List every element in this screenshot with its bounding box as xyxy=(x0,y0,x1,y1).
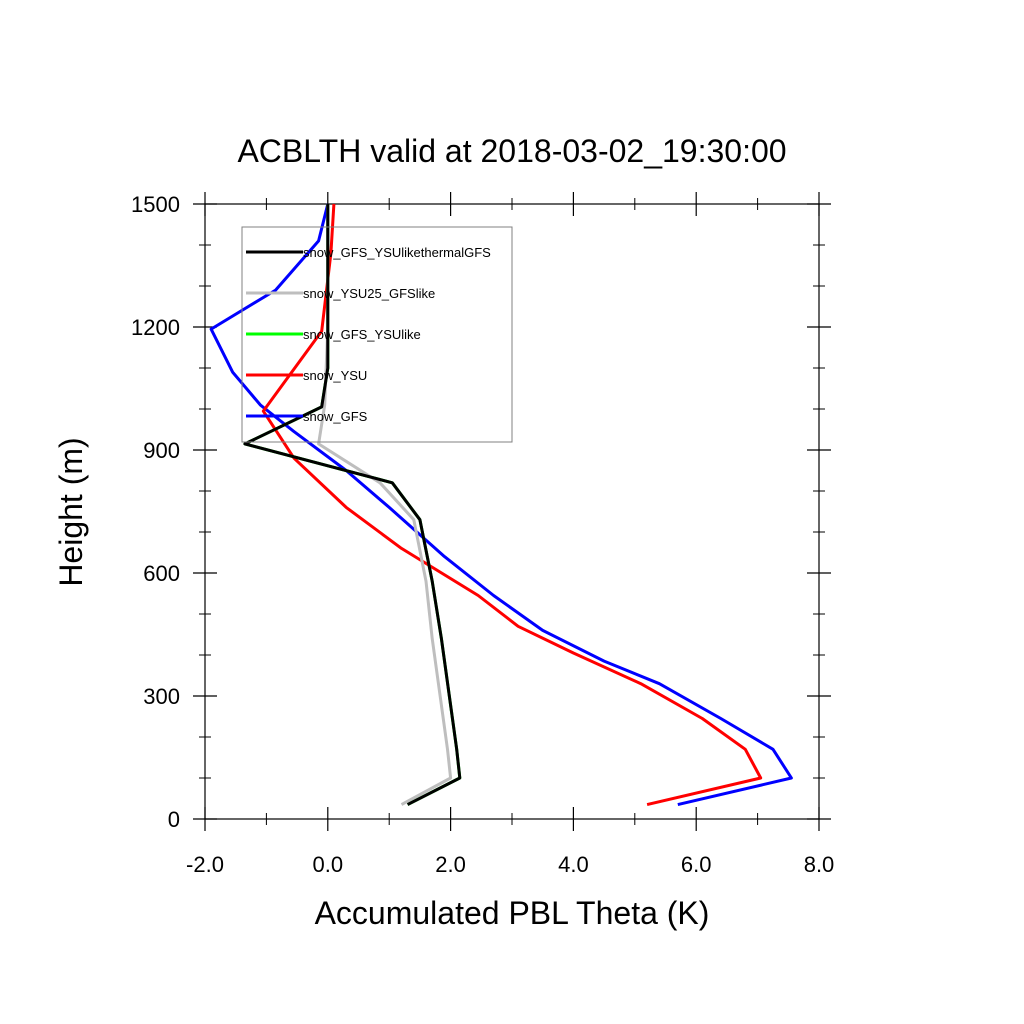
x-tick-label: -2.0 xyxy=(186,852,224,877)
y-tick-label: 900 xyxy=(143,438,180,463)
y-axis-label: Height (m) xyxy=(53,437,89,586)
legend-label: snow_GFS_YSUlike xyxy=(303,327,421,342)
tick-labels: -2.0 0.0 2.0 4.0 6.0 8.0 0 300 600 900 1200 1500 xyxy=(131,192,834,877)
legend-items: snow_GFS_YSUlikethermalGFS snow_YSU25_GFS… xyxy=(246,245,491,424)
x-axis-label: Accumulated PBL Theta (K) xyxy=(315,895,710,931)
legend-label: snow_YSU xyxy=(303,368,367,383)
y-tick-label: 600 xyxy=(143,561,180,586)
legend: snow_GFS_YSUlikethermalGFS snow_YSU25_GFS… xyxy=(241,226,513,443)
series-line-snow_GFS_YSUlikethermalGFS xyxy=(243,204,462,806)
legend-label: snow_GFS xyxy=(303,409,368,424)
y-tick-label: 300 xyxy=(143,684,180,709)
x-tick-label: 8.0 xyxy=(804,852,835,877)
series-line-snow_YSU xyxy=(261,203,763,807)
x-tick-label: 0.0 xyxy=(313,852,344,877)
legend-label: snow_YSU25_GFSlike xyxy=(303,286,435,301)
x-tick-label: 6.0 xyxy=(681,852,712,877)
y-tick-label: 1500 xyxy=(131,192,180,217)
legend-label: snow_GFS_YSUlikethermalGFS xyxy=(303,245,491,260)
y-tick-label: 0 xyxy=(168,807,180,832)
series-lines xyxy=(209,203,793,807)
chart-title: ACBLTH valid at 2018-03-02_19:30:00 xyxy=(237,133,786,169)
x-tick-label: 2.0 xyxy=(435,852,466,877)
x-tick-label: 4.0 xyxy=(558,852,589,877)
y-tick-label: 1200 xyxy=(131,315,180,340)
legend-box xyxy=(241,226,513,443)
